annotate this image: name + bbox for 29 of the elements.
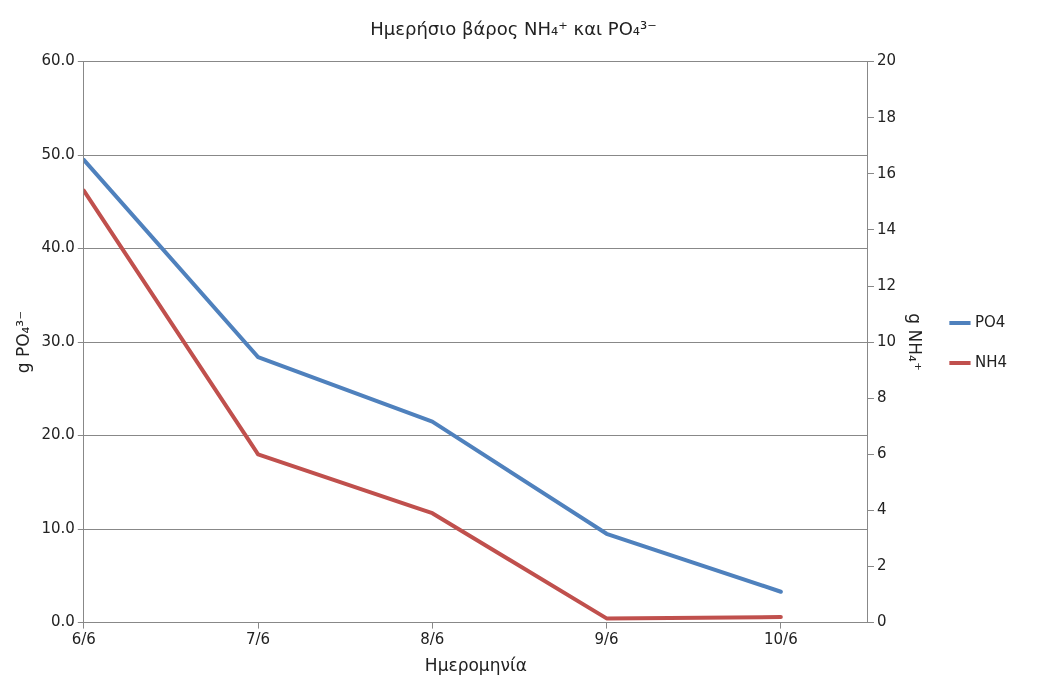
chart-title: Ημερήσιο βάρος NH₄⁺ και PO₄³⁻ bbox=[370, 18, 657, 40]
x-tick-label: 7/6 bbox=[245, 630, 271, 649]
y2-tick-label: 18 bbox=[876, 107, 897, 126]
y2-tick-label: 8 bbox=[876, 388, 887, 407]
y2-tick-label: 6 bbox=[876, 444, 887, 463]
y-tick-label: 10.0 bbox=[41, 518, 75, 537]
y2-tick-label: 4 bbox=[876, 500, 887, 519]
y2-axis-title: g NH₄⁺ bbox=[904, 313, 925, 371]
y-tick-label: 60.0 bbox=[41, 51, 75, 70]
legend-label: NH4 bbox=[974, 352, 1007, 371]
y2-tick-label: 16 bbox=[876, 163, 897, 182]
y2-tick-label: 20 bbox=[876, 51, 897, 70]
y2-tick-label: 14 bbox=[876, 219, 897, 238]
x-axis-title: Ημερομηνία bbox=[424, 655, 527, 676]
y-tick-label: 50.0 bbox=[41, 144, 75, 163]
y-tick-label: 40.0 bbox=[41, 238, 75, 257]
x-tick-label: 6/6 bbox=[71, 630, 96, 649]
y2-tick-label: 0 bbox=[876, 612, 887, 631]
y-tick-label: 30.0 bbox=[41, 331, 75, 350]
y-tick-label: 0.0 bbox=[50, 612, 75, 631]
y2-tick-label: 2 bbox=[876, 556, 887, 575]
y-axis-title: g PO₄³⁻ bbox=[12, 310, 33, 374]
y2-tick-label: 12 bbox=[876, 275, 897, 294]
x-tick-label: 9/6 bbox=[594, 630, 619, 649]
x-tick-label: 8/6 bbox=[420, 630, 445, 649]
y-tick-label: 20.0 bbox=[41, 425, 75, 444]
legend-label: PO4 bbox=[974, 312, 1006, 331]
y2-tick-label: 10 bbox=[876, 331, 897, 350]
x-tick-label: 10/6 bbox=[764, 630, 798, 649]
